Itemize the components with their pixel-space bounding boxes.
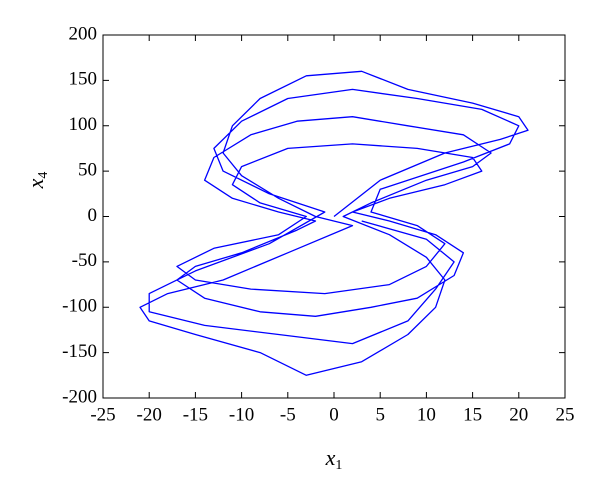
- x-label-symbol: x: [325, 445, 336, 470]
- x-tick-label: 15: [463, 404, 482, 425]
- y-tick-label: -200: [62, 386, 97, 407]
- x-tick-label: 25: [556, 404, 575, 425]
- x-tick-label: 20: [509, 404, 528, 425]
- y-tick-label: 0: [88, 205, 98, 226]
- x-tick-label: -5: [280, 404, 296, 425]
- trajectory: [139, 70, 529, 376]
- x-tick-label: -10: [229, 404, 254, 425]
- y-tick-label: 150: [69, 69, 98, 90]
- y-axis-label: x4: [23, 172, 51, 190]
- x-label-subscript: 1: [335, 458, 342, 473]
- x-tick-label: 10: [417, 404, 436, 425]
- plot-frame: [102, 34, 566, 399]
- y-tick-label: -100: [62, 296, 97, 317]
- x-tick-label: -15: [183, 404, 208, 425]
- x-axis-label: x1: [325, 445, 343, 473]
- x-tick-label: 5: [375, 404, 385, 425]
- y-tick-label: 200: [69, 23, 98, 44]
- y-label-subscript: 4: [36, 172, 51, 179]
- y-tick-label: -50: [72, 250, 97, 271]
- y-tick-label: 50: [78, 159, 97, 180]
- x-tick-label: -25: [90, 404, 115, 425]
- x-tick-label: -20: [137, 404, 162, 425]
- y-tick-label: -150: [62, 341, 97, 362]
- y-label-symbol: x: [23, 178, 48, 189]
- x-tick-label: 0: [329, 404, 339, 425]
- y-tick-label: 100: [69, 114, 98, 135]
